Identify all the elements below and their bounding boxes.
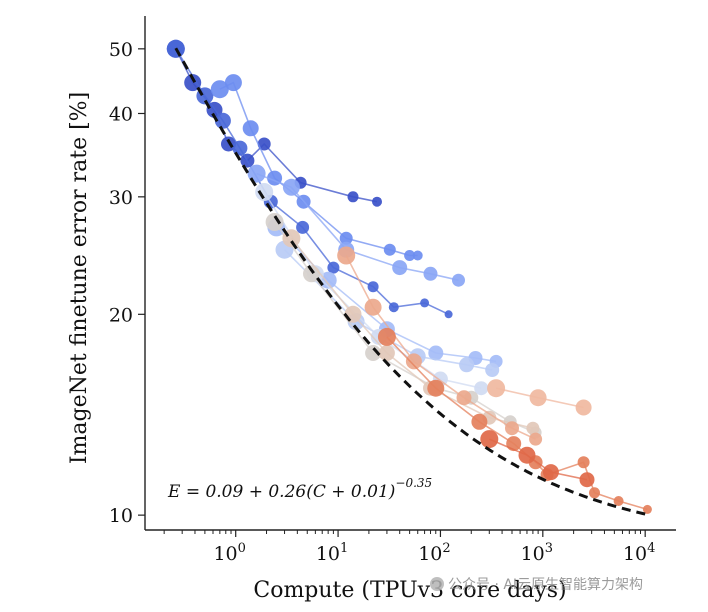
data-point <box>337 246 356 265</box>
fit-formula: E = 0.09 + 0.26(C + 0.01)−0.35 <box>167 476 432 502</box>
fit-curve <box>174 47 650 517</box>
data-point <box>392 260 408 276</box>
data-point <box>480 430 499 449</box>
data-point <box>377 327 396 346</box>
data-point <box>364 298 382 316</box>
data-point <box>412 250 423 261</box>
y-tick-label: 10 <box>109 505 133 527</box>
tick-layer: 100 101 102 103 104 10 20 30 40 50 <box>109 39 656 565</box>
series-s10 <box>337 246 543 446</box>
data-point <box>613 496 624 506</box>
data-point <box>471 413 488 430</box>
x-tick-label: 100 <box>213 541 245 565</box>
data-point <box>427 379 445 397</box>
data-point <box>383 243 396 256</box>
y-tick-label: 30 <box>109 187 133 209</box>
data-point <box>459 357 475 373</box>
data-point <box>526 421 540 435</box>
data-point <box>474 381 489 396</box>
y-tick-label: 20 <box>109 304 133 326</box>
data-point <box>344 305 362 323</box>
axes <box>144 16 676 531</box>
data-point <box>210 80 229 99</box>
series-s13 <box>480 430 595 488</box>
data-point <box>242 120 259 137</box>
series-layer <box>166 39 652 514</box>
x-tick-label: 102 <box>418 541 450 565</box>
watermark-text: 公众号 · AI云原生智能算力架构 <box>448 577 644 593</box>
data-point <box>428 345 444 361</box>
data-point <box>347 191 359 203</box>
data-point <box>378 345 395 361</box>
series-s11 <box>487 379 592 416</box>
data-point <box>224 74 242 92</box>
data-point <box>485 363 500 377</box>
fit-curve-layer <box>174 47 650 517</box>
series-s12 <box>377 327 652 514</box>
data-point <box>257 137 271 151</box>
data-point <box>319 271 337 289</box>
data-point <box>282 178 300 196</box>
series-line <box>386 336 648 511</box>
data-point <box>388 302 399 313</box>
data-point <box>529 389 547 407</box>
y-axis-title: ImageNet finetune error rate [%] <box>67 92 92 464</box>
data-point <box>221 136 236 152</box>
wechat-icon <box>430 577 444 591</box>
data-point <box>444 310 453 319</box>
data-point <box>184 74 202 92</box>
data-point <box>420 298 430 308</box>
data-point <box>529 432 543 446</box>
data-point <box>232 140 248 156</box>
x-tick-label: 103 <box>521 541 553 565</box>
data-point <box>542 464 559 481</box>
series-s9 <box>282 229 540 435</box>
data-point <box>487 379 506 398</box>
data-point <box>367 281 379 293</box>
data-point <box>589 487 600 499</box>
data-point <box>339 231 353 245</box>
x-tick-label: 104 <box>623 541 655 565</box>
watermark: 公众号 · AI云原生智能算力架构 <box>430 574 643 594</box>
data-point <box>575 399 592 416</box>
data-point <box>327 261 340 274</box>
data-point <box>296 220 310 234</box>
data-point <box>423 266 438 281</box>
data-point <box>255 183 274 201</box>
data-point <box>577 456 590 469</box>
data-point <box>452 273 465 287</box>
x-tick-label: 101 <box>316 541 348 565</box>
data-point <box>456 390 472 406</box>
data-point <box>505 421 519 436</box>
data-point <box>518 446 536 464</box>
data-point <box>265 213 284 231</box>
data-point <box>372 196 382 207</box>
data-point <box>405 353 422 370</box>
series-line <box>290 237 534 429</box>
data-point <box>214 112 231 129</box>
series-line <box>488 438 588 481</box>
data-point <box>365 345 382 361</box>
data-point <box>404 250 416 261</box>
y-tick-label: 40 <box>109 103 133 125</box>
y-tick-label: 50 <box>109 39 133 61</box>
data-point <box>642 504 652 514</box>
x-axis-title: Compute (TPUv3 core days) <box>253 578 566 603</box>
data-point <box>579 472 595 488</box>
